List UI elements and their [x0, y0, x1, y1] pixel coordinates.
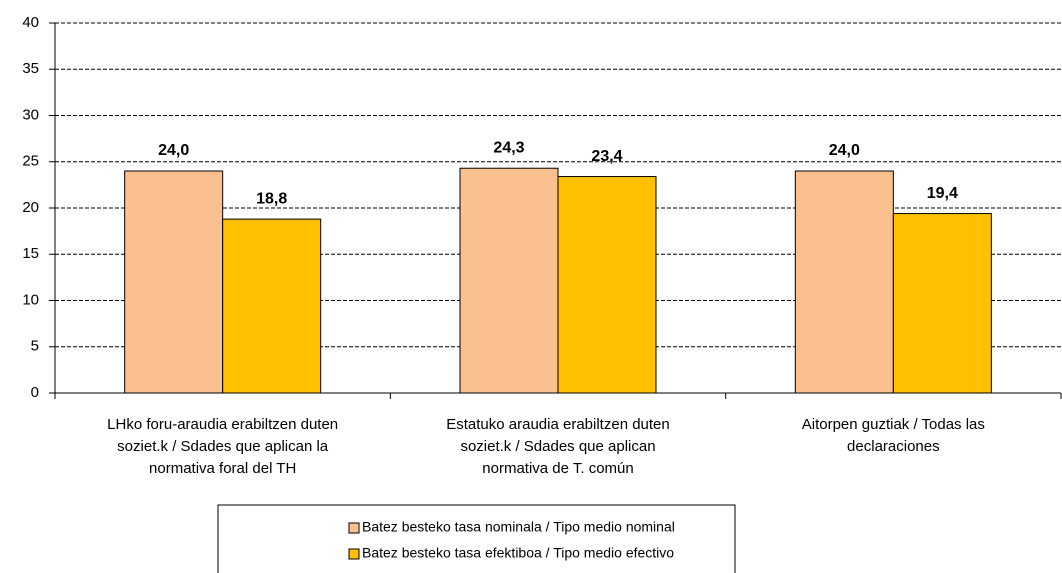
value-label: 19,4: [927, 185, 958, 202]
bar: [794, 170, 894, 394]
legend: Batez besteko tasa nominala / Tipo medio…: [217, 504, 736, 573]
y-tick-label: 0: [31, 384, 39, 401]
bar: [892, 213, 992, 394]
legend-label: Batez besteko tasa nominala / Tipo medio…: [362, 519, 675, 535]
y-tick-label: 10: [22, 291, 39, 308]
y-tick-label: 5: [31, 338, 39, 355]
x-tick-label: Estatuko araudia erabiltzen duten soziet.…: [446, 416, 669, 477]
value-label: 24,0: [829, 142, 860, 159]
bar: [222, 218, 322, 394]
legend-swatch: [348, 548, 360, 560]
bar: [459, 167, 559, 394]
x-tick-label: Aitorpen guztiak / Todas las declaracione…: [802, 416, 985, 455]
legend-box: [217, 504, 736, 573]
y-tick-label: 35: [22, 60, 39, 77]
y-tick-label: 30: [22, 106, 39, 123]
y-tick-label: 40: [22, 14, 39, 31]
x-tick-label: LHko foru-araudia erabiltzen duten soziet…: [107, 416, 338, 477]
value-label: 24,0: [158, 142, 189, 159]
value-label: 24,3: [493, 139, 524, 156]
bar: [557, 176, 657, 394]
value-label: 18,8: [256, 190, 287, 207]
y-tick-label: 20: [22, 199, 39, 216]
y-tick-label: 15: [22, 245, 39, 262]
bar: [124, 170, 224, 394]
y-tick-label: 25: [22, 153, 39, 170]
legend-swatch: [348, 522, 360, 534]
legend-label: Batez besteko tasa efektiboa / Tipo medi…: [362, 545, 674, 561]
value-label: 23,4: [591, 148, 622, 165]
